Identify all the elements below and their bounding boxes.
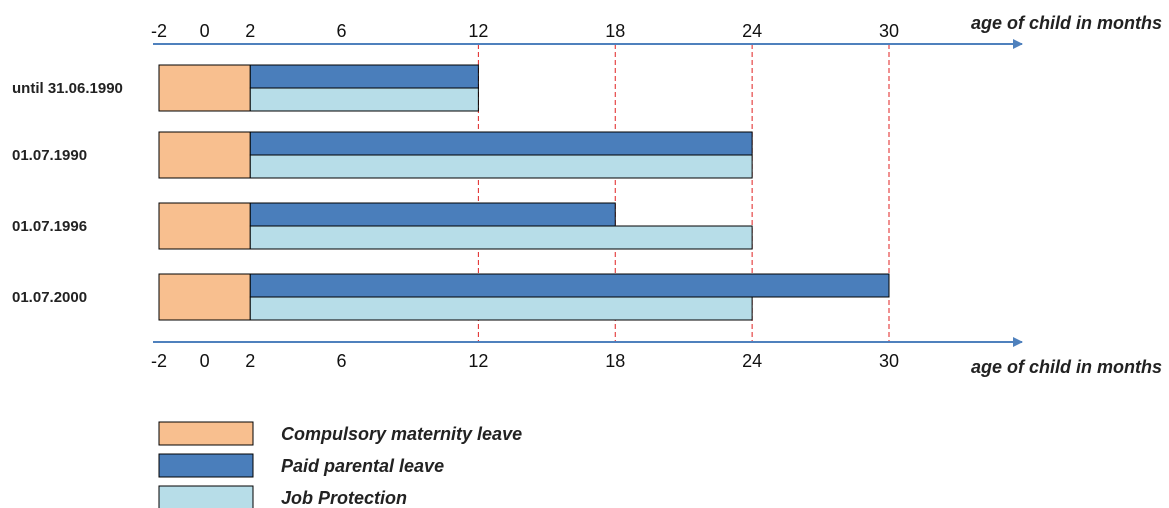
tick-label: 24 <box>742 351 762 371</box>
legend-label: Job Protection <box>281 488 407 508</box>
tick-label: 6 <box>336 21 346 41</box>
row-2: 01.07.1996 <box>12 202 753 250</box>
axes: -2 0 2 6 12 18 24 30 age of child in months -2 0 2 6… <box>151 13 1162 377</box>
legend: Compulsory maternity leave Paid parental … <box>158 421 522 508</box>
legend-item-0: Compulsory maternity leave <box>158 421 522 446</box>
row-label: 01.07.2000 <box>12 289 87 306</box>
job-protection-bar <box>249 296 753 321</box>
bottom-axis-title: age of child in months <box>971 357 1162 377</box>
row-label: 01.07.1996 <box>12 218 87 235</box>
tick-label: 0 <box>200 21 210 41</box>
policy-rows: until 31.06.1990 01.07.1990 01.07.1996 01.0… <box>12 64 890 321</box>
tick-label: 18 <box>605 21 625 41</box>
tick-label: 2 <box>245 351 255 371</box>
paid-leave-bar <box>249 273 890 298</box>
tick-label: -2 <box>151 21 167 41</box>
maternity-bar <box>158 202 251 250</box>
legend-swatch <box>158 485 254 508</box>
paid-leave-bar <box>249 202 616 227</box>
tick-label: 2 <box>245 21 255 41</box>
row-3: 01.07.2000 <box>12 273 890 321</box>
tick-label: 30 <box>879 21 899 41</box>
tick-label: 24 <box>742 21 762 41</box>
job-protection-bar <box>249 154 753 179</box>
maternity-bar <box>158 131 251 179</box>
paid-leave-bar <box>249 64 479 89</box>
job-protection-bar <box>249 225 753 250</box>
maternity-bar <box>158 64 251 112</box>
tick-label: 12 <box>468 21 488 41</box>
row-0: until 31.06.1990 <box>12 64 479 112</box>
row-1: 01.07.1990 <box>12 131 753 179</box>
job-protection-bar <box>249 87 479 112</box>
tick-label: 18 <box>605 351 625 371</box>
row-label: until 31.06.1990 <box>12 80 123 97</box>
legend-label: Compulsory maternity leave <box>281 424 522 444</box>
legend-item-2: Job Protection <box>158 485 407 508</box>
tick-label: 0 <box>200 351 210 371</box>
top-axis: -2 0 2 6 12 18 24 30 age of child in months <box>151 13 1162 49</box>
tick-label: 6 <box>336 351 346 371</box>
tick-label: 12 <box>468 351 488 371</box>
legend-item-1: Paid parental leave <box>158 453 444 478</box>
legend-swatch <box>158 421 254 446</box>
top-axis-title: age of child in months <box>971 13 1162 33</box>
paid-leave-bar <box>249 131 753 156</box>
legend-swatch <box>158 453 254 478</box>
maternity-bar <box>158 273 251 321</box>
row-label: 01.07.1990 <box>12 147 87 164</box>
legend-label: Paid parental leave <box>281 456 444 476</box>
tick-label: -2 <box>151 351 167 371</box>
tick-label: 30 <box>879 351 899 371</box>
bottom-axis: -2 0 2 6 12 18 24 30 age of child in months <box>151 337 1162 377</box>
